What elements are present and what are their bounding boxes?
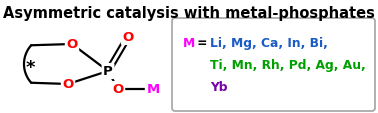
Text: M: M: [146, 83, 160, 96]
Text: P: P: [103, 65, 113, 78]
Text: O: O: [67, 38, 77, 51]
Text: Ti, Mn, Rh, Pd, Ag, Au,: Ti, Mn, Rh, Pd, Ag, Au,: [210, 59, 366, 72]
Text: O: O: [122, 31, 134, 44]
Text: Asymmetric catalysis with metal-phosphates: Asymmetric catalysis with metal-phosphat…: [3, 6, 375, 21]
Text: *: *: [25, 59, 35, 76]
Text: Li, Mg, Ca, In, Bi,: Li, Mg, Ca, In, Bi,: [210, 37, 328, 50]
FancyBboxPatch shape: [172, 19, 375, 111]
Text: O: O: [62, 78, 74, 91]
Text: Yb: Yb: [210, 81, 228, 94]
Text: M: M: [183, 37, 195, 50]
Text: O: O: [112, 83, 124, 96]
Text: =: =: [193, 37, 212, 50]
